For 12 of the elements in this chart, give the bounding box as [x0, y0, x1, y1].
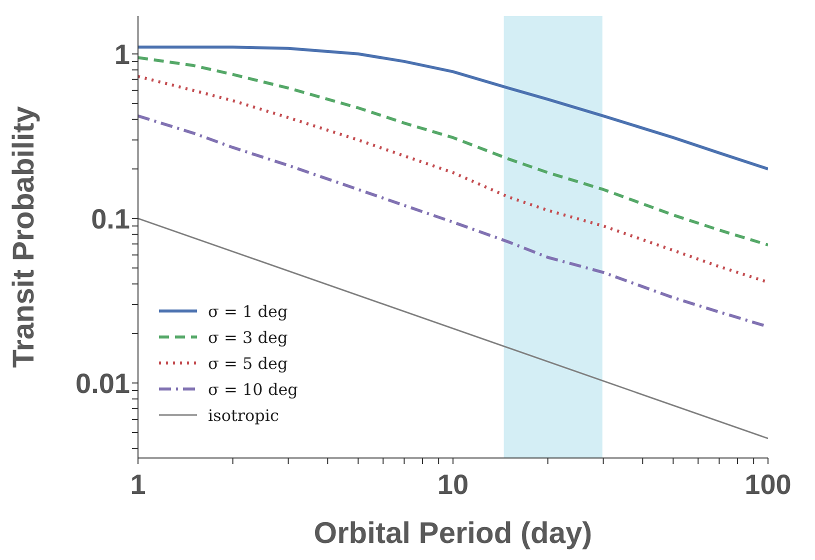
x-tick-label: 10: [437, 468, 469, 500]
legend-label: isotropic: [208, 406, 279, 424]
legend-label: σ = 3 deg: [208, 328, 288, 346]
legend-label: σ = 5 deg: [208, 354, 288, 372]
legend-label: σ = 1 deg: [208, 302, 288, 320]
y-tick-label: 1: [114, 38, 130, 70]
x-tick-label: 100: [744, 468, 792, 500]
y-axis-title: Transit Probability: [8, 106, 41, 368]
y-tick-label: 0.01: [76, 368, 130, 399]
x-axis-title: Orbital Period (day): [314, 517, 592, 550]
legend-label: σ = 10 deg: [208, 380, 298, 398]
y-tick-label: 0.1: [91, 203, 130, 234]
